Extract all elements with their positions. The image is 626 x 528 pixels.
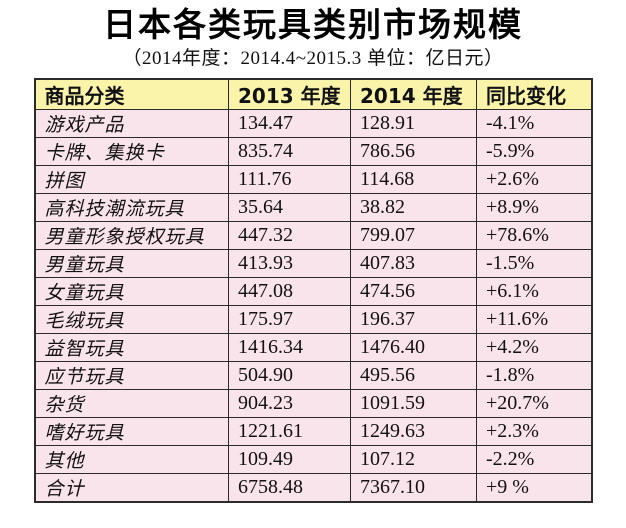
value-2013-cell: 447.08	[228, 277, 351, 306]
table-header-row: 商品分类 2013 年度 2014 年度 同比变化	[34, 78, 592, 110]
table-row: 游戏产品 134.47 128.91 -4.1%	[34, 109, 592, 138]
category-cell: 高科技潮流玩具	[34, 193, 229, 222]
category-cell: 嗜好玩具	[34, 417, 229, 446]
page: 日本各类玩具类别市场规模 （2014年度：2014.4~2015.3 单位：亿日…	[0, 4, 626, 528]
table-row: 益智玩具 1416.34 1476.40 +4.2%	[34, 333, 592, 362]
table-row: 高科技潮流玩具 35.64 38.82 +8.9%	[34, 193, 592, 222]
table-row: 拼图 111.76 114.68 +2.6%	[34, 165, 592, 194]
category-cell: 毛绒玩具	[34, 305, 229, 334]
value-2013-cell: 1221.61	[228, 417, 351, 446]
value-2013-cell: 35.64	[228, 193, 351, 222]
value-2014-cell: 128.91	[350, 109, 477, 138]
value-2014-cell: 799.07	[350, 221, 477, 250]
category-cell: 拼图	[34, 165, 229, 194]
value-2014-cell: 38.82	[350, 193, 477, 222]
value-2013-cell: 1416.34	[228, 333, 351, 362]
change-cell: +6.1%	[476, 277, 592, 306]
change-cell: +2.6%	[476, 165, 592, 194]
value-2013-cell: 835.74	[228, 137, 351, 166]
table-row: 毛绒玩具 175.97 196.37 +11.6%	[34, 305, 592, 334]
table-row: 男童形象授权玩具 447.32 799.07 +78.6%	[34, 221, 592, 250]
table-row: 合计 6758.48 7367.10 +9 %	[34, 473, 592, 503]
value-2014-cell: 196.37	[350, 305, 477, 334]
change-cell: +9 %	[476, 473, 592, 503]
value-2013-cell: 6758.48	[228, 473, 351, 503]
table-row: 嗜好玩具 1221.61 1249.63 +2.3%	[34, 417, 592, 446]
table-row: 杂货 904.23 1091.59 +20.7%	[34, 389, 592, 418]
table-body: 游戏产品 134.47 128.91 -4.1% 卡牌、集换卡 835.74 7…	[34, 109, 592, 503]
value-2013-cell: 109.49	[228, 445, 351, 474]
change-cell: +8.9%	[476, 193, 592, 222]
change-cell: +11.6%	[476, 305, 592, 334]
change-cell: -2.2%	[476, 445, 592, 474]
change-cell: -1.8%	[476, 361, 592, 390]
change-cell: +4.2%	[476, 333, 592, 362]
value-2014-cell: 495.56	[350, 361, 477, 390]
category-cell: 其他	[34, 445, 229, 474]
category-cell: 男童玩具	[34, 249, 229, 278]
value-2013-cell: 504.90	[228, 361, 351, 390]
category-cell: 卡牌、集换卡	[34, 137, 229, 166]
value-2014-cell: 786.56	[350, 137, 477, 166]
change-cell: +78.6%	[476, 221, 592, 250]
category-cell: 女童玩具	[34, 277, 229, 306]
value-2013-cell: 447.32	[228, 221, 351, 250]
market-size-table: 商品分类 2013 年度 2014 年度 同比变化 游戏产品 134.47 12…	[33, 78, 593, 503]
column-header-category: 商品分类	[34, 78, 229, 110]
category-cell: 应节玩具	[34, 361, 229, 390]
change-cell: -5.9%	[476, 137, 592, 166]
value-2014-cell: 107.12	[350, 445, 477, 474]
value-2013-cell: 111.76	[228, 165, 351, 194]
table-row: 卡牌、集换卡 835.74 786.56 -5.9%	[34, 137, 592, 166]
table-row: 男童玩具 413.93 407.83 -1.5%	[34, 249, 592, 278]
column-header-2014: 2014 年度	[350, 78, 477, 110]
value-2014-cell: 114.68	[350, 165, 477, 194]
value-2013-cell: 904.23	[228, 389, 351, 418]
category-cell: 男童形象授权玩具	[34, 221, 229, 250]
value-2014-cell: 7367.10	[350, 473, 477, 503]
table-row: 其他 109.49 107.12 -2.2%	[34, 445, 592, 474]
table-row: 应节玩具 504.90 495.56 -1.8%	[34, 361, 592, 390]
page-title: 日本各类玩具类别市场规模	[103, 5, 523, 44]
category-cell: 益智玩具	[34, 333, 229, 362]
change-cell: -4.1%	[476, 109, 592, 138]
value-2013-cell: 134.47	[228, 109, 351, 138]
table-header: 商品分类 2013 年度 2014 年度 同比变化	[34, 78, 592, 110]
category-cell: 游戏产品	[34, 109, 229, 138]
value-2014-cell: 1476.40	[350, 333, 477, 362]
column-header-2013: 2013 年度	[228, 78, 351, 110]
category-cell: 杂货	[34, 389, 229, 418]
change-cell: +20.7%	[476, 389, 592, 418]
value-2013-cell: 413.93	[228, 249, 351, 278]
value-2014-cell: 407.83	[350, 249, 477, 278]
value-2014-cell: 1091.59	[350, 389, 477, 418]
value-2014-cell: 474.56	[350, 277, 477, 306]
value-2014-cell: 1249.63	[350, 417, 477, 446]
category-cell: 合计	[34, 473, 229, 503]
change-cell: -1.5%	[476, 249, 592, 278]
change-cell: +2.3%	[476, 417, 592, 446]
table-row: 女童玩具 447.08 474.56 +6.1%	[34, 277, 592, 306]
value-2013-cell: 175.97	[228, 305, 351, 334]
page-subtitle: （2014年度：2014.4~2015.3 单位：亿日元）	[122, 48, 504, 69]
column-header-change: 同比变化	[476, 78, 592, 110]
